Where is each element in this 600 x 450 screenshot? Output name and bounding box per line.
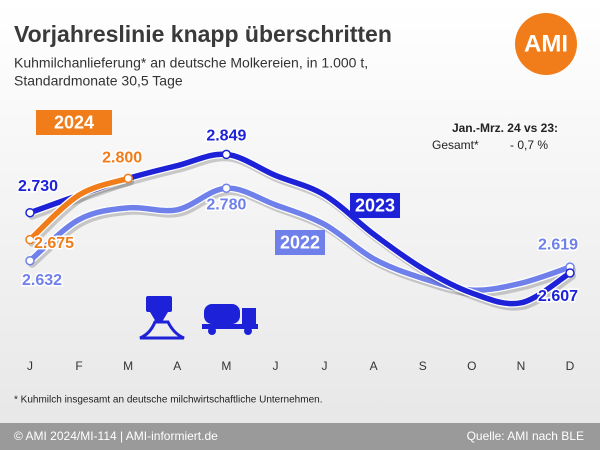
value-label: 2.607 [538,288,578,305]
legend-label: 2024 [54,112,94,132]
footer-left: © AMI 2024/MI-114 | AMI-informiert.de [14,429,218,443]
annotation: Jan.-Mrz. 24 vs 23: [452,121,558,135]
legend-label: 2022 [280,232,320,252]
value-label: 2.675 [34,235,74,252]
chart-title: Vorjahreslinie knapp überschritten [14,21,392,47]
footer-right: Quelle: AMI nach BLE [467,429,584,443]
logo-circle [515,13,577,75]
point-marker [123,173,133,184]
value-label: 2.780 [206,196,246,213]
footnote: * Kuhmilch insgesamt an deutsche milchwi… [14,395,322,406]
value-label: 2.730 [18,178,58,195]
x-tick-label: M [221,359,231,373]
legend-label: 2023 [355,195,395,215]
value-label: 2.619 [538,236,578,253]
point-marker [25,207,35,218]
series: 2.675 2.800 2024 [25,110,144,253]
series-label-box [36,110,112,135]
subtitle: Standardmonate 30,5 Tage [14,73,183,89]
value-label: 2.632 [22,272,62,289]
value-label: 2.849 [206,128,246,145]
series-label-box [350,193,400,218]
x-tick-label: M [123,359,133,373]
point-marker [565,268,575,278]
icons [139,296,258,340]
series-label-box [275,230,325,255]
logo: AMI [524,30,568,57]
annotation: - 0,7 % [510,138,548,152]
subtitle: Kuhmilchanlieferung* an deutsche Molkere… [14,55,368,71]
x-tick-label: N [517,359,526,373]
x-tick-label: J [27,359,33,373]
point-marker [221,149,232,160]
point-marker [221,183,232,193]
x-tick-label: F [75,359,82,373]
footer-bar [0,423,600,450]
x-tick-label: J [322,359,328,373]
x-tick-label: D [566,359,575,373]
x-tick-label: A [370,359,378,373]
x-tick-label: S [419,359,427,373]
x-tick-label: J [272,359,278,373]
annotation: Gesamt* [432,138,479,152]
value-label: 2.800 [102,150,142,167]
line [27,175,131,243]
point-marker [25,234,35,245]
x-tick-label: O [467,359,476,373]
point-marker [25,255,35,266]
x-tick-label: A [173,359,181,373]
